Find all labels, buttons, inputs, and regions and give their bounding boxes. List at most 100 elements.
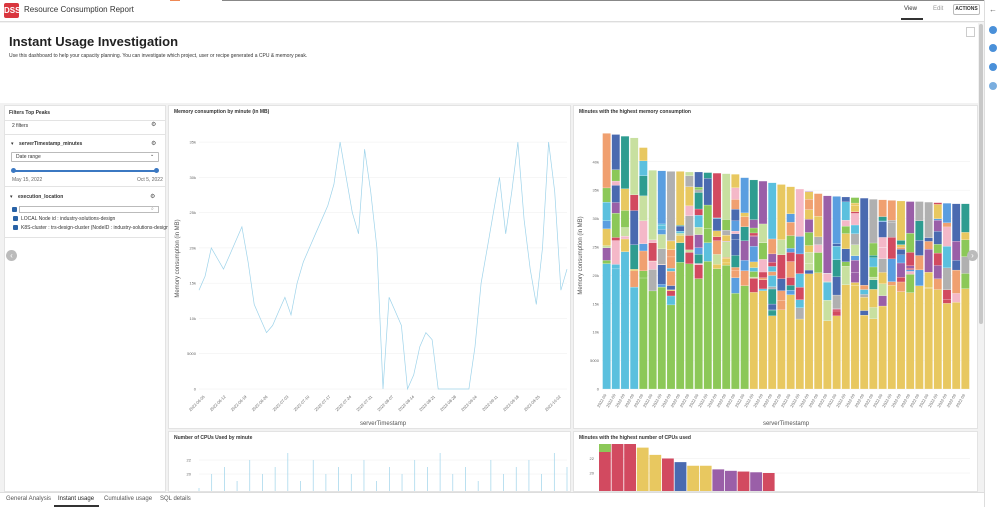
bar-segment	[694, 227, 703, 235]
chevron-down-icon: ⌄	[150, 152, 155, 158]
bar-segment	[749, 236, 758, 247]
search-input[interactable]	[19, 206, 159, 213]
tab-general-analysis[interactable]: General Analysis	[6, 496, 52, 502]
y-tick-label: 20k	[190, 245, 196, 250]
bar-segment	[676, 242, 685, 263]
bar-segment	[887, 220, 896, 223]
filter-collapse-icon[interactable]: ▾	[11, 141, 14, 147]
bar-segment	[602, 133, 611, 189]
chevron-right-icon[interactable]: ›	[967, 250, 978, 261]
back-arrow-icon[interactable]: ←	[989, 5, 997, 14]
bar-segment	[860, 315, 869, 390]
bar-segment	[712, 268, 722, 390]
bar-segment	[611, 264, 620, 270]
bar-segment	[924, 249, 933, 273]
date-range-slider[interactable]	[13, 170, 156, 172]
slider-start-handle[interactable]	[11, 168, 16, 173]
expand-icon[interactable]	[966, 27, 975, 37]
x-axis-label: serverTimestamp	[763, 421, 810, 427]
view-mode-tab[interactable]: View	[904, 6, 917, 12]
bar-segment	[666, 256, 676, 269]
bar-segment	[722, 257, 731, 259]
page-title: Instant Usage Investigation	[9, 34, 179, 49]
bar-segment	[878, 283, 887, 296]
bar-segment	[823, 282, 832, 301]
divider	[5, 120, 165, 121]
x-tick-label: 2022-07-17	[313, 394, 332, 413]
filter-name: execution_location	[18, 194, 64, 200]
bar-segment	[906, 268, 915, 270]
bar-segment	[924, 237, 933, 242]
bar-segment	[933, 278, 942, 290]
bar-segment	[896, 276, 906, 283]
tab-cumulative-usage[interactable]: Cumulative usage	[104, 496, 153, 502]
vertical-scrollbar[interactable]	[979, 24, 983, 324]
bar-segment	[762, 473, 775, 491]
y-tick-label: 15k	[593, 301, 599, 306]
x-tick-label: 2022-08-21	[418, 394, 437, 413]
bar-segment	[758, 288, 768, 291]
bar-segment	[703, 228, 712, 243]
actions-button[interactable]: ACTIONS	[953, 4, 980, 15]
bar-segment	[630, 210, 639, 245]
select-all-checkbox[interactable]	[12, 207, 17, 212]
tile-title: Memory consumption by minute (in MB)	[174, 109, 270, 115]
bar-segment	[942, 299, 952, 304]
bar-segment	[749, 278, 758, 293]
bar-segment	[915, 285, 924, 390]
bar-segment	[676, 225, 685, 232]
y-tick-label: 35k	[190, 140, 196, 145]
divider	[5, 134, 165, 135]
chat-icon[interactable]	[989, 63, 997, 71]
bar-segment	[731, 187, 740, 200]
bar-segment	[850, 224, 860, 234]
bar-segment	[869, 257, 878, 268]
bar-segment	[832, 309, 841, 312]
bar-segment	[768, 309, 777, 312]
bar-segment	[703, 261, 712, 390]
slider-end-handle[interactable]	[154, 168, 159, 173]
date-range-select[interactable]	[11, 152, 159, 162]
gear-icon[interactable]: ⚙	[150, 194, 156, 200]
gear-icon[interactable]: ⚙	[151, 141, 157, 147]
y-axis-label: Memory consumption (in MB)	[175, 219, 181, 297]
bar-segment	[712, 240, 722, 255]
bar-segment	[795, 273, 804, 288]
edit-mode-tab[interactable]: Edit	[933, 6, 944, 12]
gear-icon[interactable]: ⚙	[151, 122, 157, 128]
x-tick-label: 2022-08-28	[439, 394, 458, 413]
info-icon[interactable]	[989, 26, 997, 34]
option-checkbox[interactable]	[13, 216, 18, 221]
bar-segment	[906, 252, 915, 266]
chevron-left-icon[interactable]: ‹	[6, 250, 17, 261]
bar-segment	[768, 303, 777, 311]
bar-segment	[687, 465, 699, 491]
bar-segment	[639, 243, 648, 252]
option-checkbox[interactable]	[13, 225, 18, 230]
bar-segment	[649, 454, 662, 491]
tab-sql-details[interactable]: SQL details	[160, 496, 191, 502]
bar-segment	[924, 288, 933, 390]
bar-segment	[850, 272, 860, 283]
bar-segment	[924, 201, 933, 238]
bar-segment	[694, 189, 703, 193]
tab-instant-usage[interactable]: Instant usage	[58, 496, 95, 502]
bar-segment	[850, 282, 860, 286]
bar-segment	[804, 273, 814, 390]
bar-segment	[666, 289, 676, 292]
filter-collapse-icon[interactable]: ▾	[10, 194, 13, 200]
details-icon[interactable]	[989, 44, 997, 52]
bar-segment	[639, 195, 648, 221]
bar-segment	[933, 289, 942, 390]
bar-segment	[648, 269, 657, 292]
bar-segment	[602, 245, 611, 248]
app-logo-icon[interactable]: DSS	[4, 3, 20, 18]
bar-segment	[725, 470, 737, 491]
bar-segment	[804, 191, 814, 192]
bar-segment	[786, 252, 795, 262]
bar-segment	[749, 292, 758, 390]
bar-segment	[804, 219, 814, 233]
help-icon[interactable]	[989, 82, 997, 90]
bar-segment	[841, 233, 850, 249]
bar-segment	[731, 267, 740, 271]
